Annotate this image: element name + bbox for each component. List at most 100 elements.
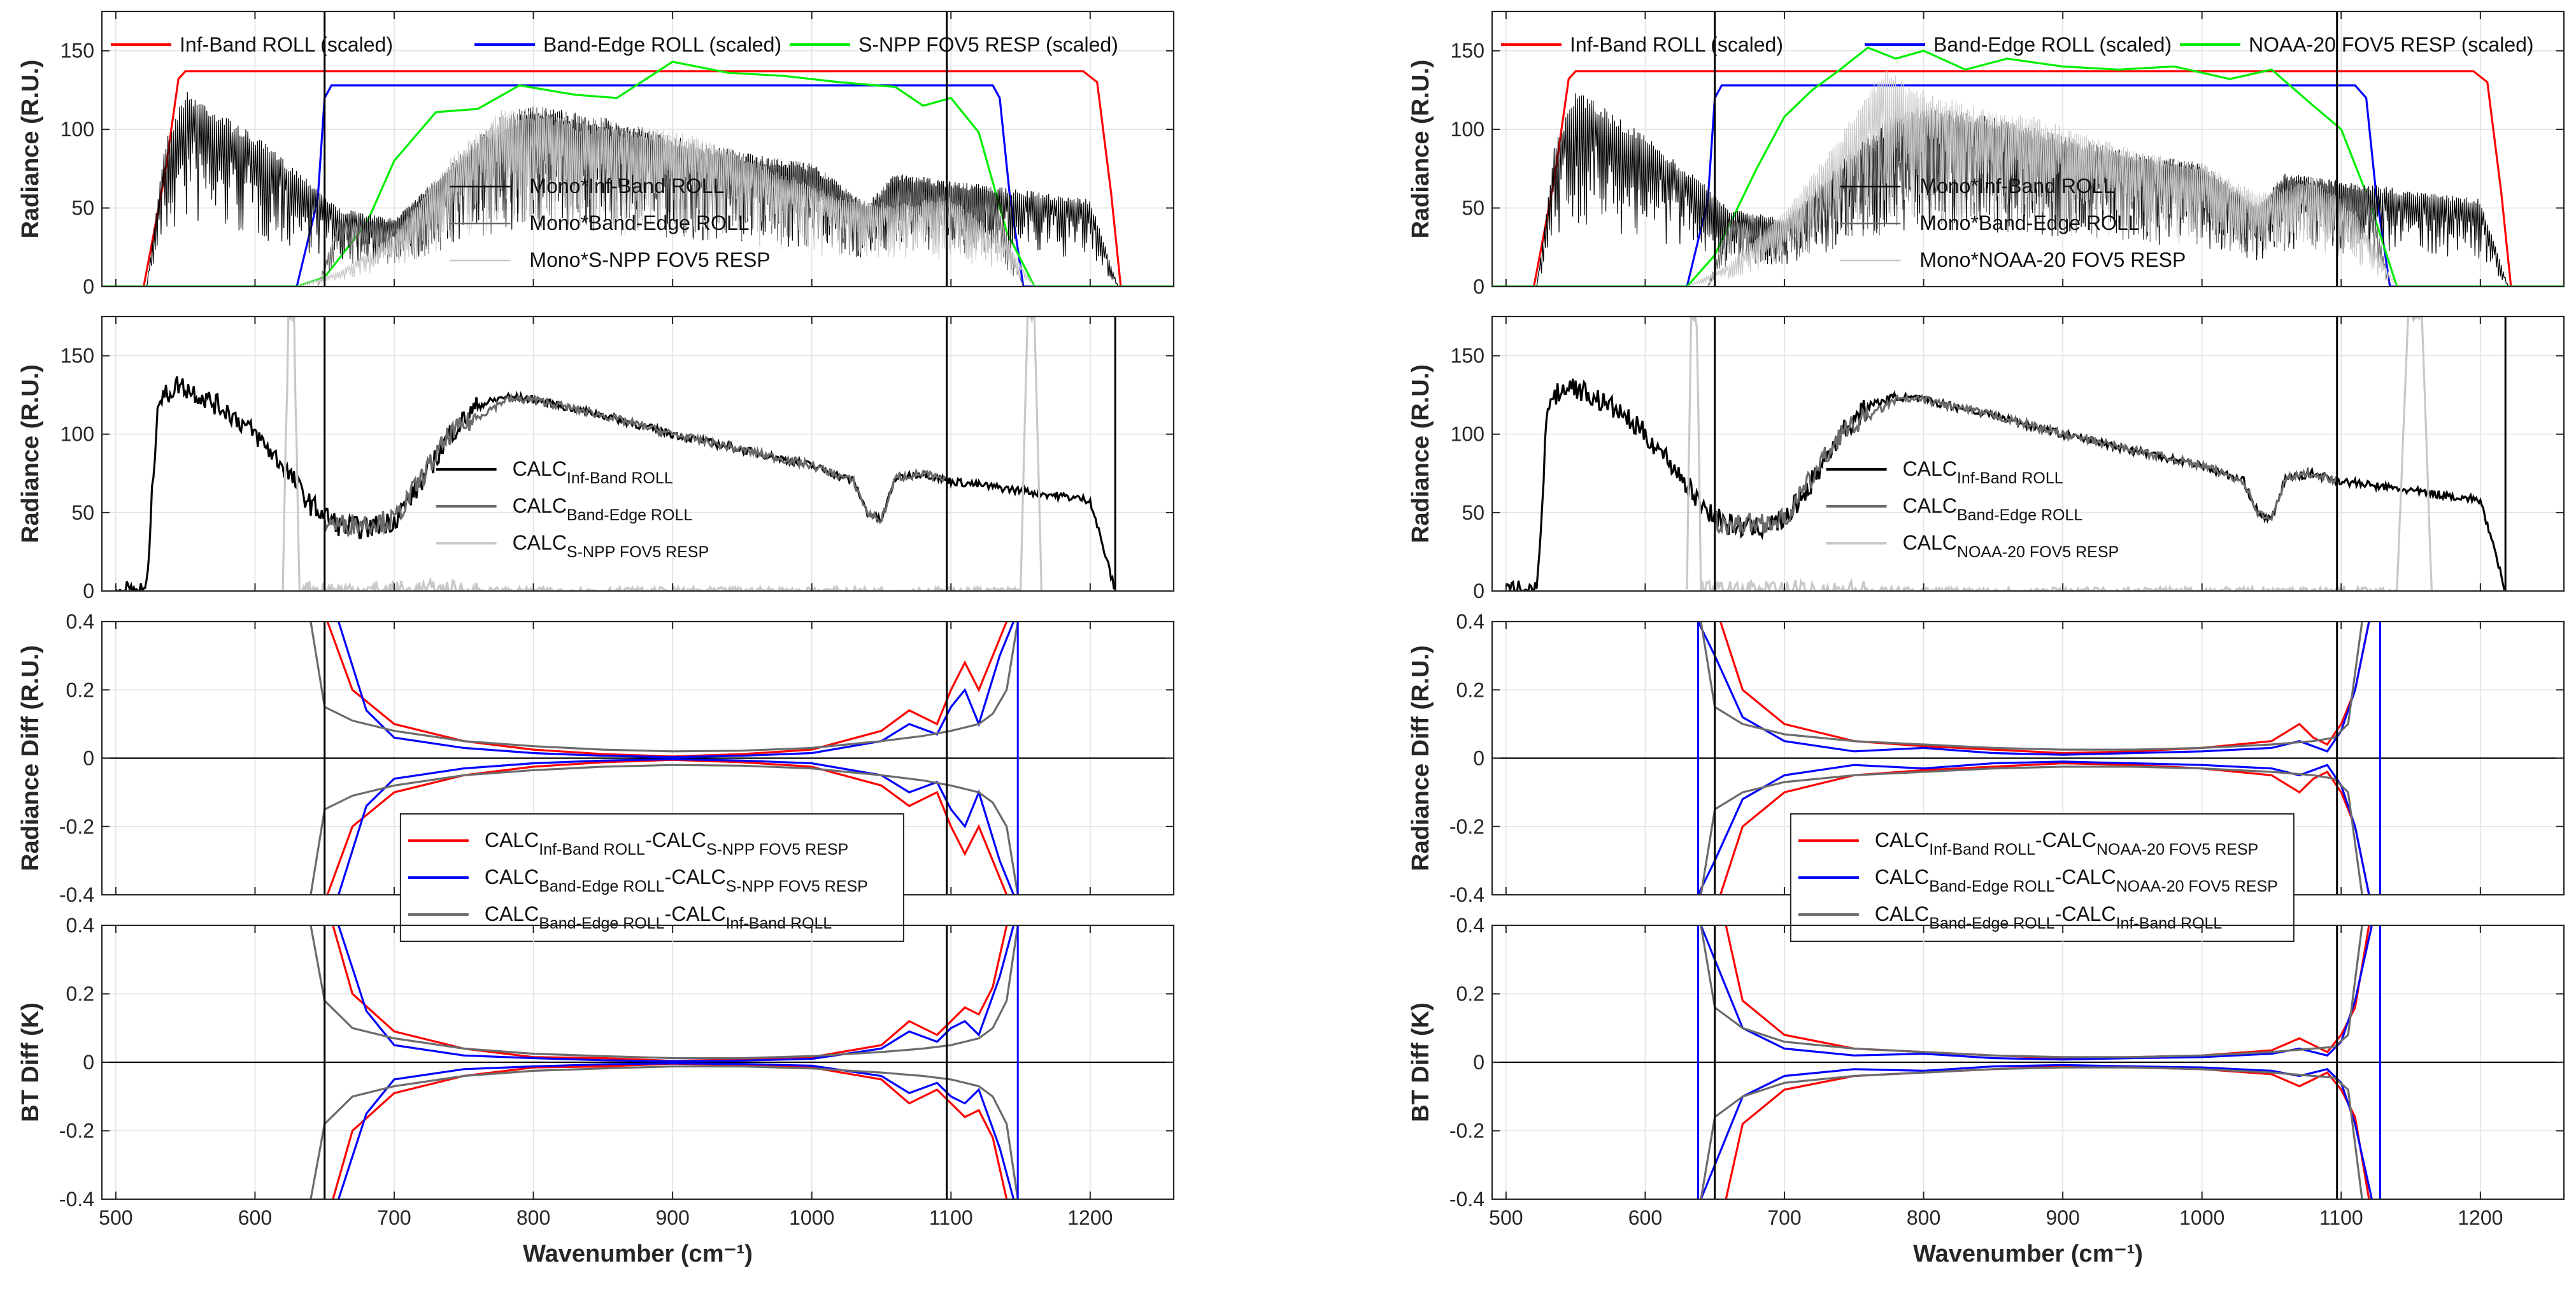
y-tick-label: 100 — [1451, 118, 1484, 141]
y-axis-label: Radiance (R.U.) — [1407, 364, 1434, 543]
series-line — [1686, 70, 2397, 287]
legend: Inf-Band ROLL (scaled) Band-Edge ROLL (sc… — [111, 33, 1118, 271]
legend-entry: CALCBand-Edge ROLL-CALCNOAA-20 FOV5 RESP — [1875, 865, 2278, 895]
series-line — [1700, 925, 2373, 1061]
legend-entry: Band-Edge ROLL (scaled) — [543, 33, 781, 56]
plot-area — [1492, 11, 2564, 287]
legend-entry: Mono*Inf-Band ROLL — [529, 174, 724, 197]
y-tick-label: -0.4 — [1449, 1188, 1484, 1211]
legend: CALCInf-Band ROLL-CALCS-NPP FOV5 RESP CAL… — [399, 813, 904, 942]
legend-entry: CALCInf-Band ROLL-CALCNOAA-20 FOV5 RESP — [1875, 829, 2258, 858]
y-tick-label: -0.4 — [1449, 883, 1484, 906]
y-tick-label: 0.2 — [1456, 678, 1484, 701]
chart-panel-3: -0.4 -0.2 0 0.2 0.4 Radiance Diff (R.U.) CALCI… — [17, 610, 1175, 942]
y-tick-label: 150 — [60, 345, 94, 367]
series-line-mirror — [1700, 1066, 2363, 1199]
series-line-mirror — [1700, 766, 2363, 895]
y-tick-label: 100 — [60, 423, 94, 446]
series-line-mirror — [338, 1062, 1015, 1199]
y-tick-label: 0 — [83, 1051, 94, 1074]
chart-panel-4: -0.4 -0.2 0 0.2 0.4 500 600 700 800 900 1000 1100 12… — [17, 914, 1175, 1267]
legend-entry: Mono*S-NPP FOV5 RESP — [529, 248, 770, 271]
series-line — [332, 925, 1008, 1062]
y-axis-label: Radiance (R.U.) — [1407, 60, 1434, 239]
y-axis-label: BT Diff (K) — [17, 1002, 44, 1122]
y-tick-label: 0.4 — [1456, 914, 1484, 937]
legend-entry: Mono*Inf-Band ROLL — [1919, 174, 2114, 197]
series-line — [296, 110, 1035, 287]
x-axis-label: Wavenumber (cm⁻¹) — [1913, 1241, 2143, 1267]
x-tick-label: 900 — [655, 1206, 689, 1229]
axis-frame — [101, 10, 1175, 288]
series-line-mirror — [332, 1062, 1008, 1199]
y-tick-label: -0.4 — [59, 1188, 94, 1211]
y-tick-label: 0.4 — [66, 610, 94, 633]
series-line-mirror — [310, 1065, 1019, 1199]
y-tick-label: 0 — [83, 275, 94, 298]
y-tick-label: 50 — [71, 501, 94, 524]
legend: Inf-Band ROLL (scaled) Band-Edge ROLL (sc… — [1501, 33, 2534, 271]
axis-frame — [101, 315, 1175, 592]
legend-entry: CALCBand-Edge ROLL-CALCInf-Band ROLL — [1875, 902, 2223, 932]
chart-panel-2: 0 50 100 150 Radiance (R.U.) CALCInf-Band ROL… — [17, 315, 1175, 602]
y-axis-label: Radiance Diff (R.U.) — [17, 645, 44, 871]
legend-entry: NOAA-20 FOV5 RESP (scaled) — [2249, 33, 2534, 56]
y-tick-label: 100 — [1451, 423, 1484, 446]
series-line — [326, 622, 1008, 758]
y-tick-label: 0 — [1473, 747, 1484, 770]
y-tick-label: 100 — [60, 118, 94, 141]
chart-panel-5: 0 50 100 150 Radiance (R.U.) Inf-Band ROLL (s… — [1407, 10, 2565, 298]
legend-entry: Inf-Band ROLL (scaled) — [1570, 33, 1783, 56]
chart-panel-7: -0.4 -0.2 0 0.2 0.4 Radiance Diff (R.U.) CALCI… — [1407, 610, 2565, 942]
series-line — [324, 392, 947, 538]
y-tick-label: 0.4 — [1456, 610, 1484, 633]
legend-entry: CALCNOAA-20 FOV5 RESP — [1903, 531, 2119, 561]
x-tick-label: 800 — [1907, 1206, 1940, 1229]
plot-area — [102, 622, 1174, 895]
x-tick-label: 700 — [1767, 1206, 1801, 1229]
x-axis-label: Wavenumber (cm⁻¹) — [523, 1241, 753, 1267]
y-tick-label: 50 — [1462, 501, 1484, 524]
legend-entry: CALCBand-Edge ROLL-CALCS-NPP FOV5 RESP — [485, 865, 868, 895]
x-tick-label: 700 — [377, 1206, 411, 1229]
plot-area — [102, 11, 1174, 287]
series-line — [1700, 622, 2363, 751]
y-tick-label: 0.2 — [66, 678, 94, 701]
x-tick-label: 600 — [1628, 1206, 1662, 1229]
y-tick-label: 0 — [1473, 1051, 1484, 1074]
y-tick-label: 150 — [1451, 39, 1484, 62]
series-line — [281, 317, 1042, 591]
legend-box — [399, 813, 904, 942]
x-tick-label: 1000 — [789, 1206, 834, 1229]
series-line-mirror — [338, 758, 1015, 895]
series-line — [310, 925, 1019, 1060]
legend: CALCInf-Band ROLL CALCBand-Edge ROLL CALCN… — [1826, 457, 2119, 561]
legend: CALCInf-Band ROLL-CALCNOAA-20 FOV5 RESP C… — [1790, 813, 2295, 942]
legend-entry: CALCS-NPP FOV5 RESP — [513, 531, 709, 561]
legend-entry: CALCBand-Edge ROLL-CALCInf-Band ROLL — [485, 902, 832, 932]
y-tick-label: 50 — [1462, 197, 1484, 220]
legend-entry: Mono*NOAA-20 FOV5 RESP — [1919, 248, 2186, 271]
series-line-mirror — [310, 764, 1019, 895]
x-tick-label: 1100 — [2319, 1206, 2363, 1229]
series-line — [1719, 622, 2370, 755]
y-tick-label: 0 — [1473, 580, 1484, 602]
chart-panel-1: 0 50 100 150 Radiance (R.U.) Inf-Band ROLL (s… — [17, 10, 1175, 298]
y-tick-label: 0.4 — [66, 914, 94, 937]
series-line — [1725, 925, 2370, 1060]
series-line — [1700, 925, 2363, 1058]
plot-area — [1492, 925, 2564, 1199]
legend-entry: CALCBand-Edge ROLL — [1903, 494, 2083, 524]
legend-entry: CALCInf-Band ROLL — [513, 457, 673, 487]
legend-entry: Mono*Band-Edge ROLL — [1919, 211, 2139, 234]
y-axis-label: Radiance (R.U.) — [17, 60, 44, 239]
chart-panel-6: 0 50 100 150 Radiance (R.U.) CALCInf-Band ROL… — [1407, 315, 2565, 602]
axis-frame — [1491, 315, 2565, 592]
x-tick-label: 600 — [238, 1206, 272, 1229]
plot-area — [102, 925, 1174, 1199]
y-tick-label: -0.2 — [1449, 815, 1484, 838]
plot-area — [1492, 622, 2564, 895]
y-tick-label: 0.2 — [66, 983, 94, 1006]
y-tick-label: -0.2 — [1449, 1120, 1484, 1143]
